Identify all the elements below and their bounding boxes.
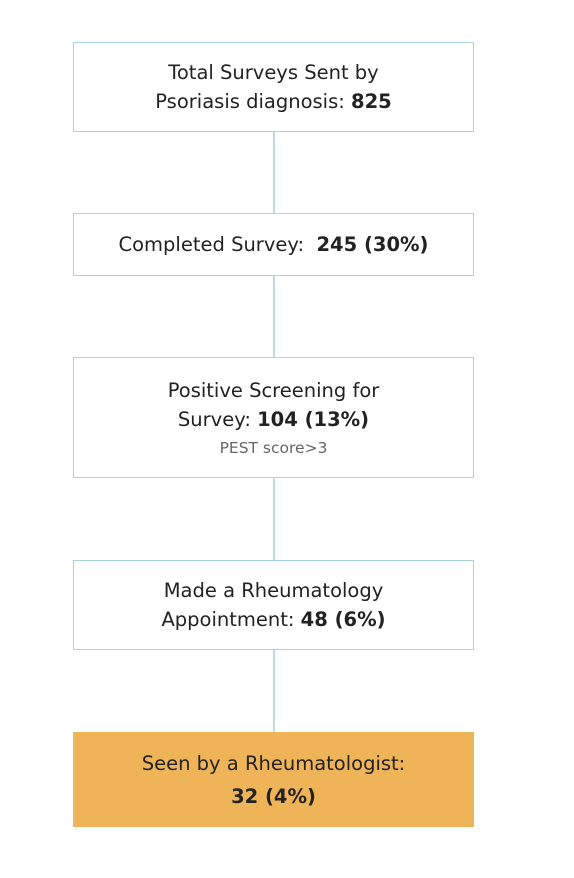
flow-box-final: Seen by a Rheumatologist: 32 (4%): [73, 732, 474, 827]
box-line: Total Surveys Sent by: [168, 61, 379, 84]
value: 104 (13%): [257, 407, 370, 431]
flow-box: Positive Screening for Survey: 104 (13%)…: [73, 357, 474, 478]
label: Completed Survey:: [118, 233, 305, 256]
box-line: Completed Survey: 245 (30%): [119, 230, 429, 259]
label: Psoriasis diagnosis:: [155, 90, 345, 113]
box-line: Psoriasis diagnosis: 825: [155, 87, 391, 116]
connector: [273, 477, 275, 560]
value: 48 (6%): [300, 608, 386, 631]
value: 32 (4%): [231, 784, 316, 808]
note: PEST score>3: [219, 438, 328, 457]
box-line: Made a Rheumatology: [163, 579, 384, 602]
connector: [273, 131, 275, 213]
box-line: Appointment: 48 (6%): [161, 605, 385, 634]
box-line: Survey: 104 (13%): [178, 405, 369, 434]
value: 825: [351, 90, 392, 113]
connector: [273, 649, 275, 732]
flow-box: Made a Rheumatology Appointment: 48 (6%): [73, 560, 474, 650]
box-line: Seen by a Rheumatologist:: [141, 751, 406, 775]
label: Appointment:: [161, 608, 295, 631]
flow-box: Completed Survey: 245 (30%): [73, 213, 474, 276]
label: Survey:: [177, 407, 251, 431]
box-line: Positive Screening for: [167, 378, 380, 402]
flow-box: Total Surveys Sent by Psoriasis diagnosi…: [73, 42, 474, 132]
value: 245 (30%): [316, 233, 429, 256]
connector: [273, 275, 275, 357]
